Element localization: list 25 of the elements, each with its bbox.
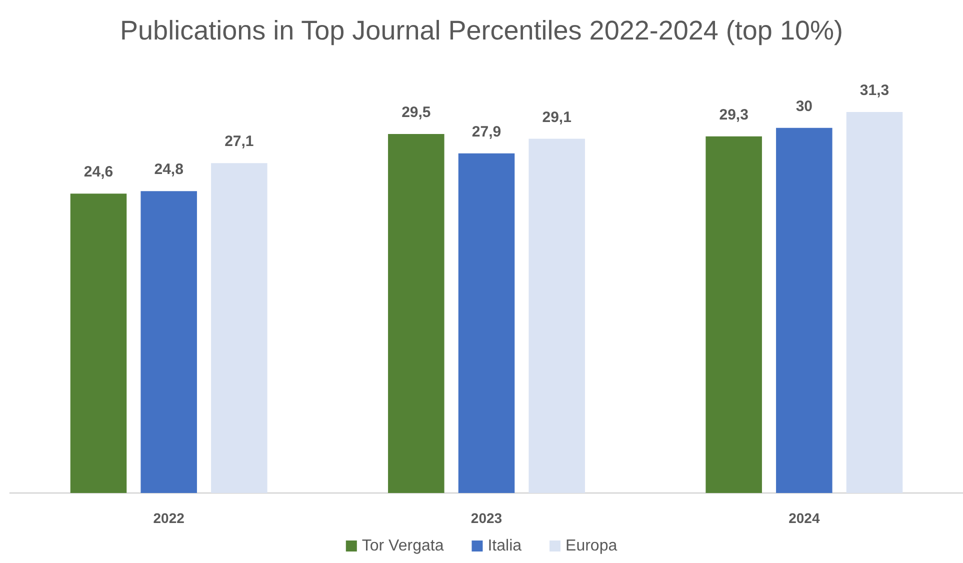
bar xyxy=(528,138,585,493)
data-label: 30 xyxy=(796,98,813,115)
bar xyxy=(140,191,197,493)
bar xyxy=(846,112,903,493)
data-label: 27,1 xyxy=(224,133,254,150)
x-tick-label: 2023 xyxy=(470,510,502,526)
legend-label: Italia xyxy=(488,538,522,554)
bar xyxy=(706,136,762,493)
bar xyxy=(388,134,444,493)
x-tick-label: 2024 xyxy=(788,510,820,526)
data-label: 31,3 xyxy=(860,82,890,100)
data-label: 24,8 xyxy=(154,161,184,178)
data-label: 24,6 xyxy=(84,164,114,181)
legend-label: Tor Vergata xyxy=(362,538,444,554)
data-label: 29,1 xyxy=(542,108,572,126)
data-label: 29,5 xyxy=(402,104,431,121)
data-label: 27,9 xyxy=(472,123,502,140)
legend-label: Europa xyxy=(566,538,618,554)
bar xyxy=(458,153,515,493)
bar xyxy=(776,128,832,493)
bar xyxy=(70,194,127,493)
bar xyxy=(211,163,268,493)
x-tick-label: 2022 xyxy=(153,510,185,526)
data-label: 29,3 xyxy=(719,106,748,124)
chart-title: Publications in Top Journal Percentiles 2022-2024 (top 10%) xyxy=(120,16,843,46)
